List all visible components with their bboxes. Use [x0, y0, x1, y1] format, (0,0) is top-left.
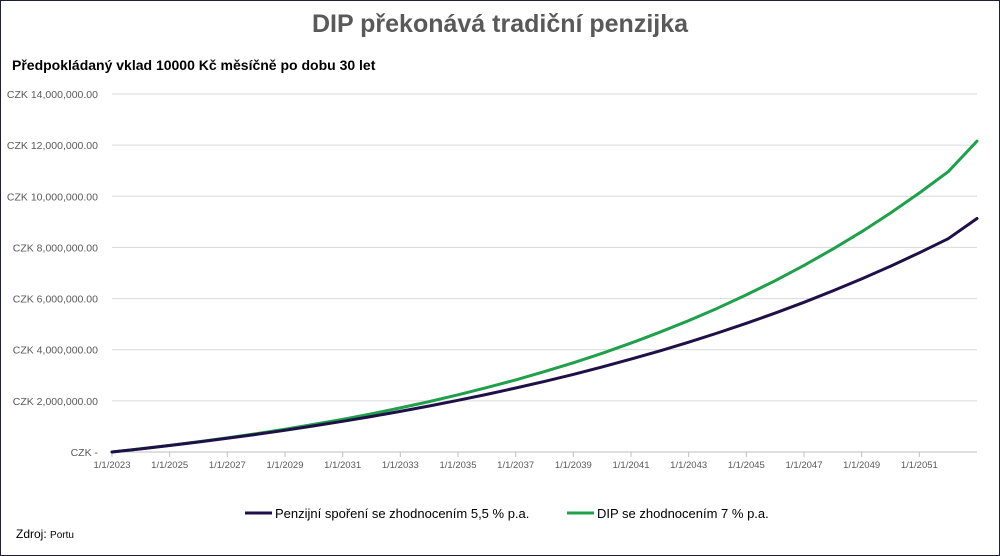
x-tick-label: 1/1/2045	[728, 460, 765, 471]
x-axis-ticks: 1/1/2023 1/1/2025 1/1/2027 1/1/2029 1/1/2031…	[94, 452, 938, 471]
y-axis-ticks: CZK - CZK 2,000,000.00 CZK 4,000,000.00 CZK…	[7, 89, 99, 459]
x-tick-label: 1/1/2051	[901, 460, 938, 471]
gridlines	[112, 93, 977, 453]
chart-subtitle: Předpokládaný vklad 10000 Kč měsíčně po …	[12, 57, 376, 73]
y-tick-label: CZK 14,000,000.00	[7, 89, 98, 101]
legend-label: Penzijní spoření se zhodnocením 5,5 % p.…	[275, 506, 529, 521]
y-tick-label: CZK 10,000,000.00	[7, 191, 98, 203]
x-tick-label: 1/1/2039	[555, 460, 592, 471]
legend-item-2: DIP se zhodnocením 7 % p.a.	[567, 506, 769, 521]
y-tick-label: CZK 2,000,000.00	[13, 396, 98, 408]
series-line-1	[110, 217, 979, 454]
y-tick-label: CZK -	[71, 447, 99, 459]
legend-item-1: Penzijní spoření se zhodnocením 5,5 % p.…	[245, 506, 529, 521]
source-note: Zdroj: Portu	[16, 527, 74, 541]
x-tick-label: 1/1/2027	[209, 460, 246, 471]
x-tick-label: 1/1/2049	[843, 460, 880, 471]
x-tick-label: 1/1/2029	[267, 460, 304, 471]
y-tick-label: CZK 8,000,000.00	[13, 242, 98, 254]
series-lines	[110, 139, 979, 454]
y-tick-label: CZK 4,000,000.00	[13, 345, 98, 357]
series-line-2	[110, 139, 979, 454]
legend-label: DIP se zhodnocením 7 % p.a.	[597, 506, 769, 521]
chart-title: DIP překonává tradiční penzijka	[311, 10, 689, 38]
x-tick-label: 1/1/2037	[497, 460, 534, 471]
x-tick-label: 1/1/2047	[786, 460, 823, 471]
y-tick-label: CZK 12,000,000.00	[7, 140, 98, 152]
x-tick-label: 1/1/2035	[440, 460, 477, 471]
x-tick-label: 1/1/2031	[324, 460, 361, 471]
x-tick-label: 1/1/2025	[151, 460, 188, 471]
x-tick-label: 1/1/2041	[613, 460, 650, 471]
source-label: Zdroj:	[16, 527, 47, 541]
x-tick-label: 1/1/2023	[94, 460, 131, 471]
x-tick-label: 1/1/2043	[670, 460, 707, 471]
source-value: Portu	[50, 530, 74, 541]
x-tick-label: 1/1/2033	[382, 460, 419, 471]
legend: Penzijní spoření se zhodnocením 5,5 % p.…	[245, 506, 769, 521]
y-tick-label: CZK 6,000,000.00	[13, 294, 98, 306]
